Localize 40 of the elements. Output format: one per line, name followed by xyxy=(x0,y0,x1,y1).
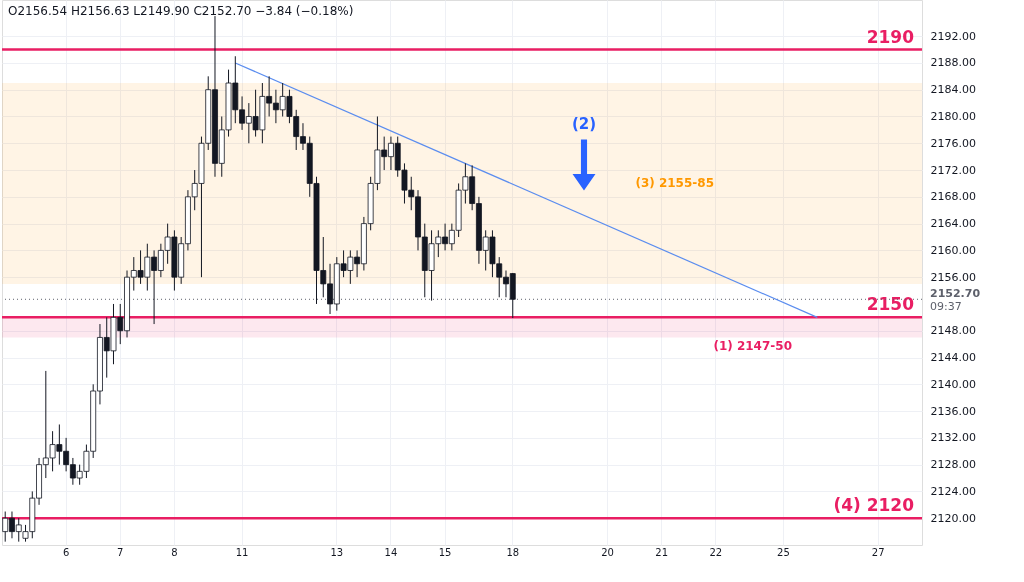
y-tick-label: 2168.00 xyxy=(930,190,976,204)
y-tick-label: 2192.00 xyxy=(930,29,976,43)
y-tick-label: 2180.00 xyxy=(930,110,976,123)
band-label: (3) 2155-85 xyxy=(635,176,714,191)
y-tick-label: 2120.00 xyxy=(930,511,976,525)
x-tick-label: 6 xyxy=(62,546,70,558)
ref-line-label: 2152.70 xyxy=(930,287,981,301)
band-label: (1) 2147-50 xyxy=(713,339,792,354)
ref-line-label: (4) 2120 xyxy=(833,495,915,516)
x-tick-label: 27 xyxy=(871,546,885,558)
y-tick-label: 2144.00 xyxy=(930,351,976,365)
x-tick-label: 21 xyxy=(655,546,668,558)
y-tick-label: 2128.00 xyxy=(930,458,976,472)
y-tick-label: 2148.00 xyxy=(930,324,976,338)
y-tick-label: 2136.00 xyxy=(930,404,976,418)
y-tick-label: 2160.00 xyxy=(930,243,976,257)
x-tick-label: 8 xyxy=(171,546,178,558)
x-tick-label: 7 xyxy=(117,546,124,558)
x-tick-label: 18 xyxy=(506,546,520,558)
y-tick-label: 2164.00 xyxy=(930,217,976,231)
y-tick-label: 2176.00 xyxy=(930,136,976,150)
x-tick-label: 25 xyxy=(777,546,790,558)
annotation: O2156.54 H2156.63 L2149.90 C2152.70 −3.84 (−0.18%) xyxy=(8,4,354,18)
y-tick-label: 2156.00 xyxy=(930,270,976,284)
x-tick-label: 14 xyxy=(384,546,398,558)
x-tick-label: 22 xyxy=(709,546,723,558)
x-tick-label: 13 xyxy=(330,546,344,558)
ref-line-label: 2150 xyxy=(866,294,915,315)
y-tick-label: 2188.00 xyxy=(930,56,976,70)
y-tick-label: 2140.00 xyxy=(930,377,976,391)
x-tick-label: 15 xyxy=(438,546,452,558)
x-tick-label: 20 xyxy=(601,546,614,558)
x-tick-label: 11 xyxy=(235,546,249,558)
y-tick-label: 2184.00 xyxy=(930,83,976,97)
text: 09:37 xyxy=(930,300,962,314)
y-tick-label: 2132.00 xyxy=(930,431,976,445)
ref-line-label: 2190 xyxy=(866,26,915,47)
y-tick-label: 2124.00 xyxy=(930,484,976,498)
y-tick-label: 2172.00 xyxy=(930,163,976,177)
annotation: (2) xyxy=(571,115,597,133)
